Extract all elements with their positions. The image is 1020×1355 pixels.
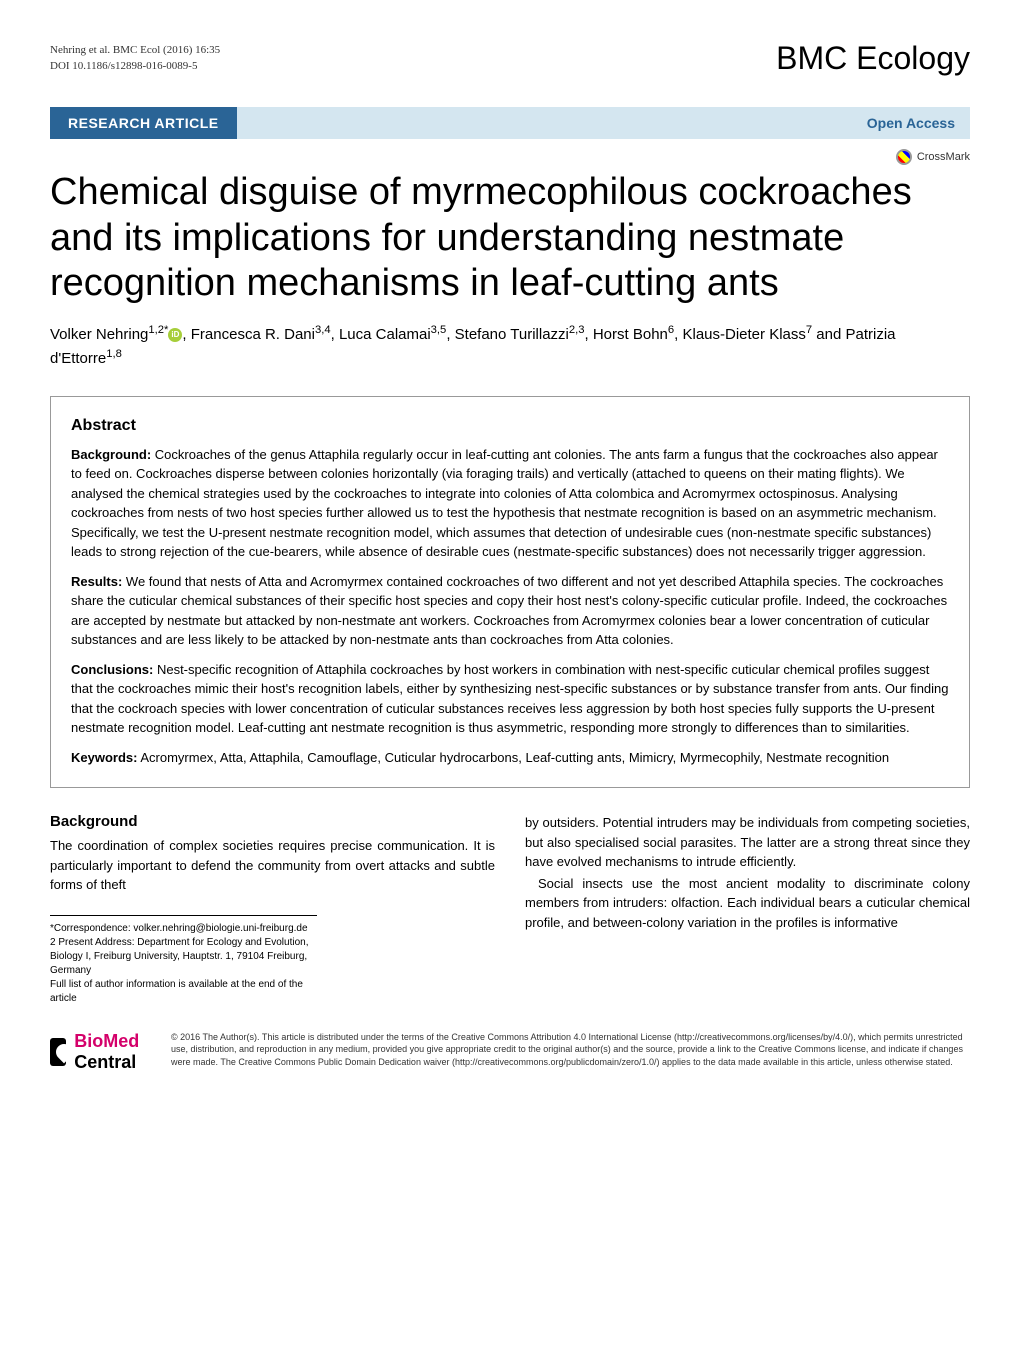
open-access-bar: Open Access [237,107,970,139]
biomed-icon [50,1038,66,1066]
abstract-background-text: Cockroaches of the genus Attaphila regul… [71,447,938,560]
abstract-heading: Abstract [71,417,949,435]
abstract-keywords: Keywords: Acromyrmex, Atta, Attaphila, C… [71,748,949,768]
article-type-label: RESEARCH ARTICLE [50,107,237,139]
keywords-text: Acromyrmex, Atta, Attaphila, Camouflage,… [137,750,889,765]
abstract-results-text: We found that nests of Atta and Acromyrm… [71,574,947,648]
citation-block: Nehring et al. BMC Ecol (2016) 16:35 DOI… [50,43,220,74]
orcid-icon [168,328,182,342]
full-list-line: Full list of author information is avail… [50,978,317,1006]
crossmark-row: CrossMark [50,149,970,165]
address-line: 2 Present Address: Department for Ecolog… [50,936,317,978]
footnote-block: *Correspondence: volker.nehring@biologie… [50,915,317,1006]
section-banner: RESEARCH ARTICLE Open Access [50,107,970,139]
right-paragraph2: Social insects use the most ancient moda… [525,874,970,933]
background-heading: Background [50,813,495,830]
citation-line1: Nehring et al. BMC Ecol (2016) 16:35 [50,43,220,58]
abstract-conclusions-label: Conclusions: [71,662,153,677]
article-title: Chemical disguise of myrmecophilous cock… [50,170,970,307]
body-columns: Background The coordination of complex s… [50,813,970,1006]
left-paragraph: The coordination of complex societies re… [50,836,495,895]
journal-name: BMC Ecology [776,40,970,77]
abstract-conclusions: Conclusions: Nest-specific recognition o… [71,660,949,738]
left-column: Background The coordination of complex s… [50,813,495,1006]
right-column: by outsiders. Potential intruders may be… [525,813,970,1006]
authors-list: Volker Nehring1,2*, Francesca R. Dani3,4… [50,322,970,371]
biomed-logo[interactable]: BioMed Central [50,1031,151,1073]
citation-line2: DOI 10.1186/s12898-016-0089-5 [50,59,220,74]
abstract-conclusions-text: Nest-specific recognition of Attaphila c… [71,662,949,736]
keywords-label: Keywords: [71,750,137,765]
crossmark-badge[interactable]: CrossMark [896,149,970,165]
biomed-central: Central [74,1052,136,1072]
header-row: Nehring et al. BMC Ecol (2016) 16:35 DOI… [50,40,970,77]
license-text: © 2016 The Author(s). This article is di… [171,1031,970,1069]
crossmark-label: CrossMark [917,151,970,163]
biomed-text: BioMed Central [74,1031,151,1073]
open-access-label: Open Access [867,115,955,131]
right-paragraph1: by outsiders. Potential intruders may be… [525,813,970,872]
abstract-results: Results: We found that nests of Atta and… [71,572,949,650]
abstract-box: Abstract Background: Cockroaches of the … [50,396,970,789]
crossmark-icon [896,149,912,165]
abstract-background-label: Background: [71,447,151,462]
abstract-background: Background: Cockroaches of the genus Att… [71,445,949,562]
abstract-results-label: Results: [71,574,122,589]
footer: BioMed Central © 2016 The Author(s). Thi… [50,1031,970,1073]
biomed-bio: BioMed [74,1031,139,1051]
correspondence-line: *Correspondence: volker.nehring@biologie… [50,922,317,936]
